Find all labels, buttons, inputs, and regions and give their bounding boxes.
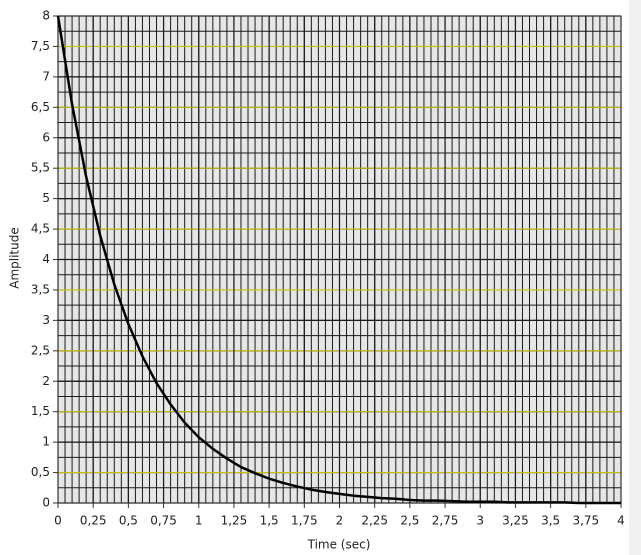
x-axis-title: Time (sec) <box>307 538 371 552</box>
y-tick-label: 4 <box>42 252 50 266</box>
y-tick-label: 2 <box>42 374 50 388</box>
y-tick-label: 4,5 <box>31 222 50 236</box>
y-tick-label: 6,5 <box>31 100 50 114</box>
x-tick-label: 2,75 <box>432 514 459 528</box>
side-strip <box>629 0 641 555</box>
x-tick-label: 1,25 <box>221 514 248 528</box>
y-tick-label: 8 <box>42 9 50 23</box>
y-tick-label: 1 <box>42 435 50 449</box>
x-tick-label: 2,5 <box>400 514 419 528</box>
y-tick-label: 5,5 <box>31 161 50 175</box>
x-tick-label: 0,5 <box>119 514 138 528</box>
y-tick-label: 7 <box>42 69 50 83</box>
x-tick-label: 0,25 <box>80 514 107 528</box>
x-tick-label: 4 <box>617 514 625 528</box>
y-tick-label: 3,5 <box>31 282 50 296</box>
y-tick-label: 7,5 <box>31 39 50 53</box>
y-tick-label: 5 <box>42 191 50 205</box>
y-tick-label: 3 <box>42 313 50 327</box>
x-tick-label: 2 <box>336 514 344 528</box>
x-tick-label: 2,25 <box>361 514 388 528</box>
y-tick-label: 6 <box>42 130 50 144</box>
y-tick-label: 1,5 <box>31 404 50 418</box>
x-tick-label: 1,5 <box>260 514 279 528</box>
data-line <box>56 15 621 505</box>
y-tick-label: 0 <box>42 496 50 510</box>
y-tick-label: 2,5 <box>31 343 50 357</box>
x-tick-label: 3,75 <box>572 514 599 528</box>
y-axis-title: Amplitude <box>8 227 22 289</box>
x-tick-label: 3,5 <box>541 514 560 528</box>
plot-border <box>57 15 622 504</box>
y-tick-label: 0,5 <box>31 465 50 479</box>
x-tick-label: 0 <box>54 514 62 528</box>
x-tick-label: 3,25 <box>502 514 529 528</box>
x-tick-label: 3 <box>476 514 484 528</box>
x-tick-label: 1,75 <box>291 514 318 528</box>
x-tick-label: 1 <box>195 514 203 528</box>
x-tick-label: 0,75 <box>150 514 177 528</box>
